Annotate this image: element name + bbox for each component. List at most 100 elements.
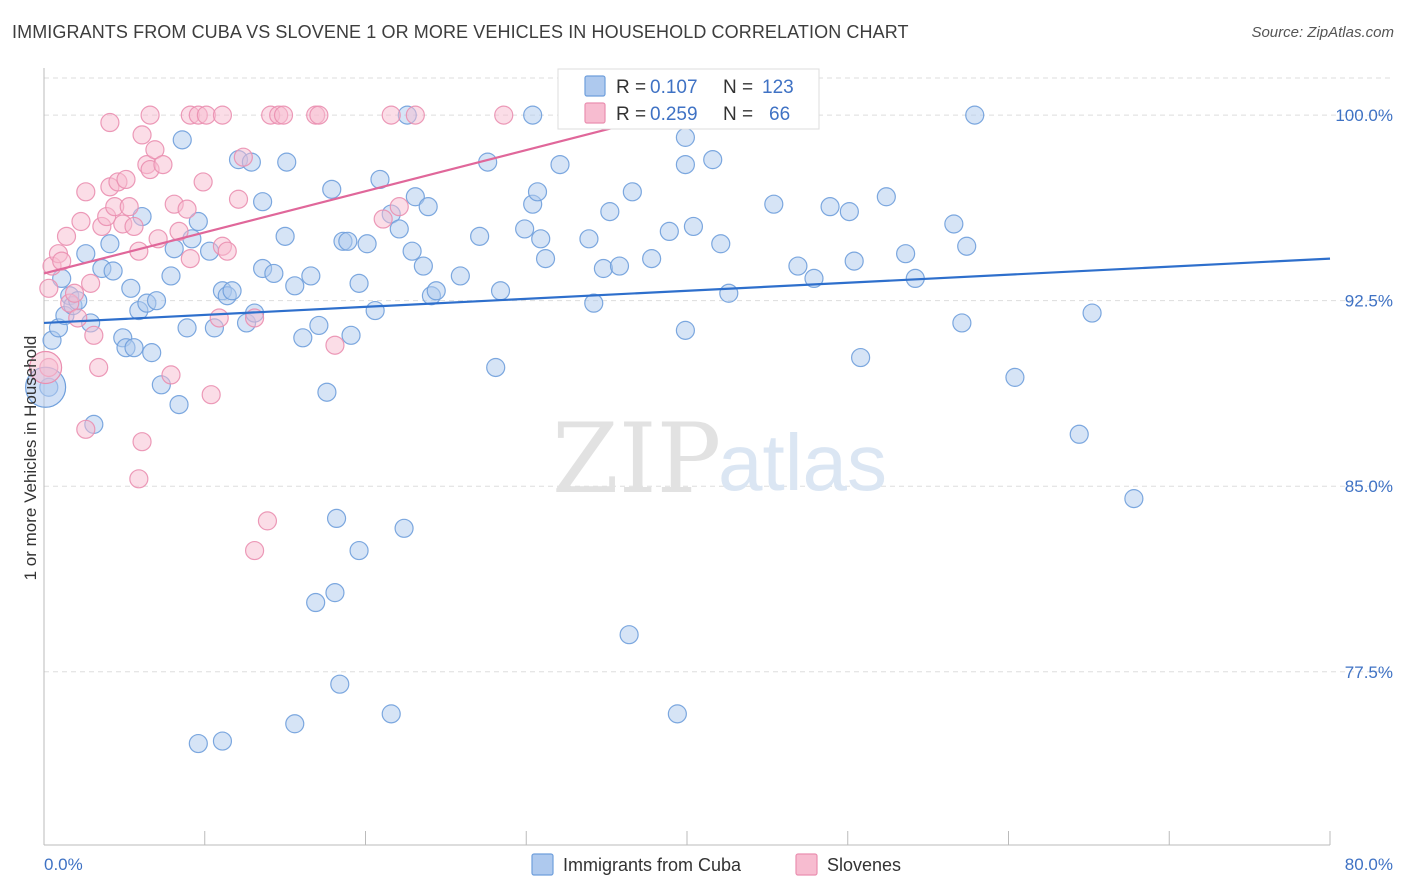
slovene-point (71, 211, 91, 232)
cuba-point (253, 192, 273, 212)
watermark-atlas: atlas (718, 418, 887, 507)
cuba-point (764, 194, 784, 214)
cuba-point (844, 251, 864, 271)
legend-swatch-cuba (584, 75, 606, 97)
slovene-point (124, 216, 144, 237)
slovene-point (76, 419, 96, 439)
x-tick-label-min: 0.0% (44, 855, 83, 874)
cuba-point (667, 704, 687, 724)
watermark: ZIP atlas (552, 403, 887, 515)
cuba-point (146, 291, 167, 311)
cuba-point (851, 347, 871, 368)
cuba-point (490, 281, 511, 301)
y-axis-tick-labels: 77.5% 85.0% 92.5% 100.0% (1335, 106, 1393, 682)
cuba-point (317, 382, 337, 402)
cuba-point (642, 249, 662, 269)
slovene-point (129, 469, 149, 489)
legend-n-label-slovenes: N = (723, 104, 753, 125)
slovene-point (228, 189, 249, 209)
trend-line-slovenes (43, 114, 664, 275)
slovene-point (132, 125, 152, 145)
cuba-point (124, 338, 144, 358)
y-tick-label: 100.0% (1335, 106, 1393, 125)
cuba-point (169, 394, 189, 415)
slovene-point (56, 226, 77, 246)
cuba-point (177, 318, 197, 338)
cuba-point (142, 343, 162, 363)
legend-swatch-slovenes (584, 102, 606, 124)
watermark-zip: ZIP (552, 403, 721, 515)
cuba-point (418, 197, 438, 217)
cuba-point (550, 154, 570, 175)
cuba-point (1082, 303, 1102, 323)
cuba-point (405, 187, 425, 207)
x-tick-label-max: 80.0% (1345, 855, 1393, 874)
legend-n-label-cuba: N = (723, 77, 753, 98)
cuba-point (394, 518, 414, 538)
slovene-point (233, 147, 253, 167)
cuba-point (804, 268, 824, 289)
slovene-point (177, 199, 197, 219)
cuba-point (683, 216, 704, 237)
trend-lines (43, 114, 1331, 325)
cuba-point (306, 592, 326, 613)
cuba-point (719, 283, 739, 303)
slovene-point (193, 172, 213, 192)
cuba-point (876, 187, 896, 207)
cuba-point (584, 293, 604, 313)
cuba-point (309, 315, 329, 336)
cuba-point (426, 281, 446, 301)
cuba-point (389, 219, 409, 239)
cuba-point (330, 674, 350, 694)
slovene-point (76, 182, 96, 202)
cuba-point (325, 583, 345, 603)
cuba-point (788, 256, 808, 276)
cuba-point (470, 226, 490, 246)
cuba-point (703, 150, 723, 170)
cuba-point (349, 273, 369, 293)
cuba-point (222, 281, 242, 301)
cuba-point (341, 325, 361, 345)
slovene-point (244, 540, 265, 561)
slovene-point (389, 197, 409, 217)
legend-r-value-cuba: 0.107 (650, 77, 698, 98)
bottom-legend-label-slovenes: Slovenes (827, 855, 901, 875)
trend-line-cuba (43, 257, 1331, 325)
y-tick-label: 92.5% (1345, 292, 1393, 311)
cuba-point (952, 313, 972, 333)
cuba-point (593, 258, 614, 279)
cuba-point (600, 202, 620, 222)
chart-title: IMMIGRANTS FROM CUBA VS SLOVENE 1 OR MOR… (12, 22, 909, 42)
cuba-point (381, 704, 401, 724)
cuba-point (944, 214, 964, 234)
source-credit: Source: ZipAtlas.com (1251, 24, 1394, 41)
cuba-point (523, 105, 543, 125)
slovene-point (81, 273, 101, 293)
slovene-point (140, 105, 160, 125)
cuba-point (413, 256, 433, 276)
cuba-point (531, 229, 551, 249)
cuba-point (326, 508, 347, 529)
slovene-point (494, 105, 514, 125)
cuba-point (622, 182, 642, 202)
slovene-point (405, 105, 425, 125)
cuba-point (896, 244, 916, 264)
slovene-point (196, 105, 216, 125)
slovene-point (180, 249, 200, 269)
slovene-point (257, 511, 278, 531)
cuba-point (285, 276, 305, 296)
cuba-point (301, 266, 321, 286)
cuba-point (675, 320, 695, 340)
legend-r-value-slovenes: 0.259 (650, 104, 698, 125)
cuba-point (1124, 489, 1144, 509)
slovene-point (39, 278, 59, 298)
cuba-point (957, 236, 977, 256)
cuba-point (76, 244, 96, 264)
slovene-point (273, 105, 294, 125)
slovene-points (29, 105, 578, 561)
cuba-point (486, 357, 506, 378)
legend-r-label-cuba: R = (616, 77, 646, 98)
bottom-legend-swatch-cuba (531, 853, 554, 876)
cuba-point (285, 714, 305, 734)
